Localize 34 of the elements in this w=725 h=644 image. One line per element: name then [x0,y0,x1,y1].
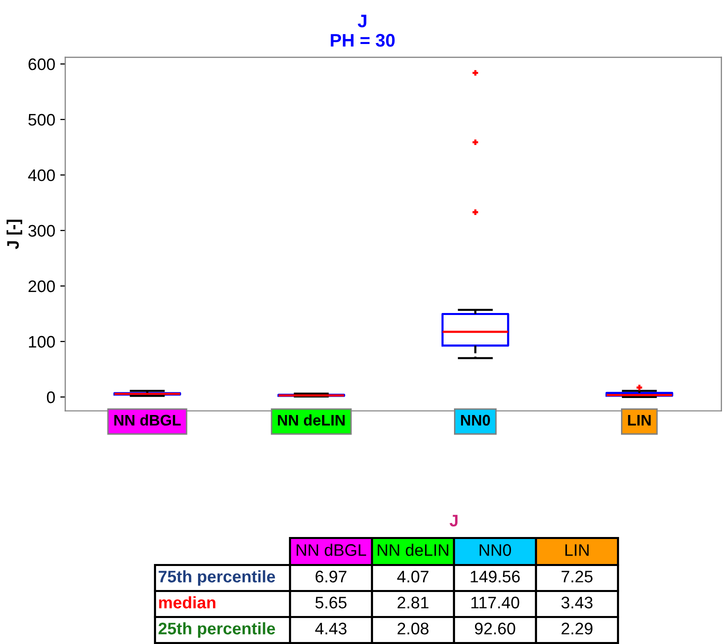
text: 92.60 [474,622,516,634]
category-label: NN dBGL [296,544,366,556]
y-tick-label: 500 [28,114,55,126]
category-label: NN deLIN [378,544,448,556]
text: 5.65 [315,596,347,608]
x-tick-label: LIN [628,414,651,426]
y-tick-label: 0 [46,391,55,404]
x-tick-label: NN deLIN [278,414,345,426]
text: 4.43 [315,622,346,634]
text: 7.25 [562,570,593,582]
x-tick-label: NN dBGL [114,414,181,426]
category-label: LIN [565,544,589,556]
y-axis-title: J [-] [6,220,22,250]
chart-title: J [358,14,366,28]
y-tick-label: 400 [28,169,55,182]
x-tick-label: NN0 [461,414,490,426]
text: 149.56 [470,570,520,582]
text: 2.29 [562,622,592,634]
text: 75th percentile [158,570,276,586]
text: median [159,596,216,608]
text: 3.43 [561,596,592,608]
text: 2.08 [398,622,428,634]
text: J [450,514,458,526]
text: 117.40 [471,596,520,608]
y-tick-label: 600 [28,58,55,70]
y-tick-label: 200 [28,280,55,292]
y-tick-label: 300 [28,224,55,237]
text: 25th percentile [158,622,276,638]
text: 4.07 [397,570,428,582]
text: 2.81 [398,596,428,608]
text: 6.97 [316,570,346,582]
chart-subtitle: PH = 30 [330,34,395,47]
y-tick-label: 100 [28,336,55,348]
category-label: NN0 [480,544,512,556]
